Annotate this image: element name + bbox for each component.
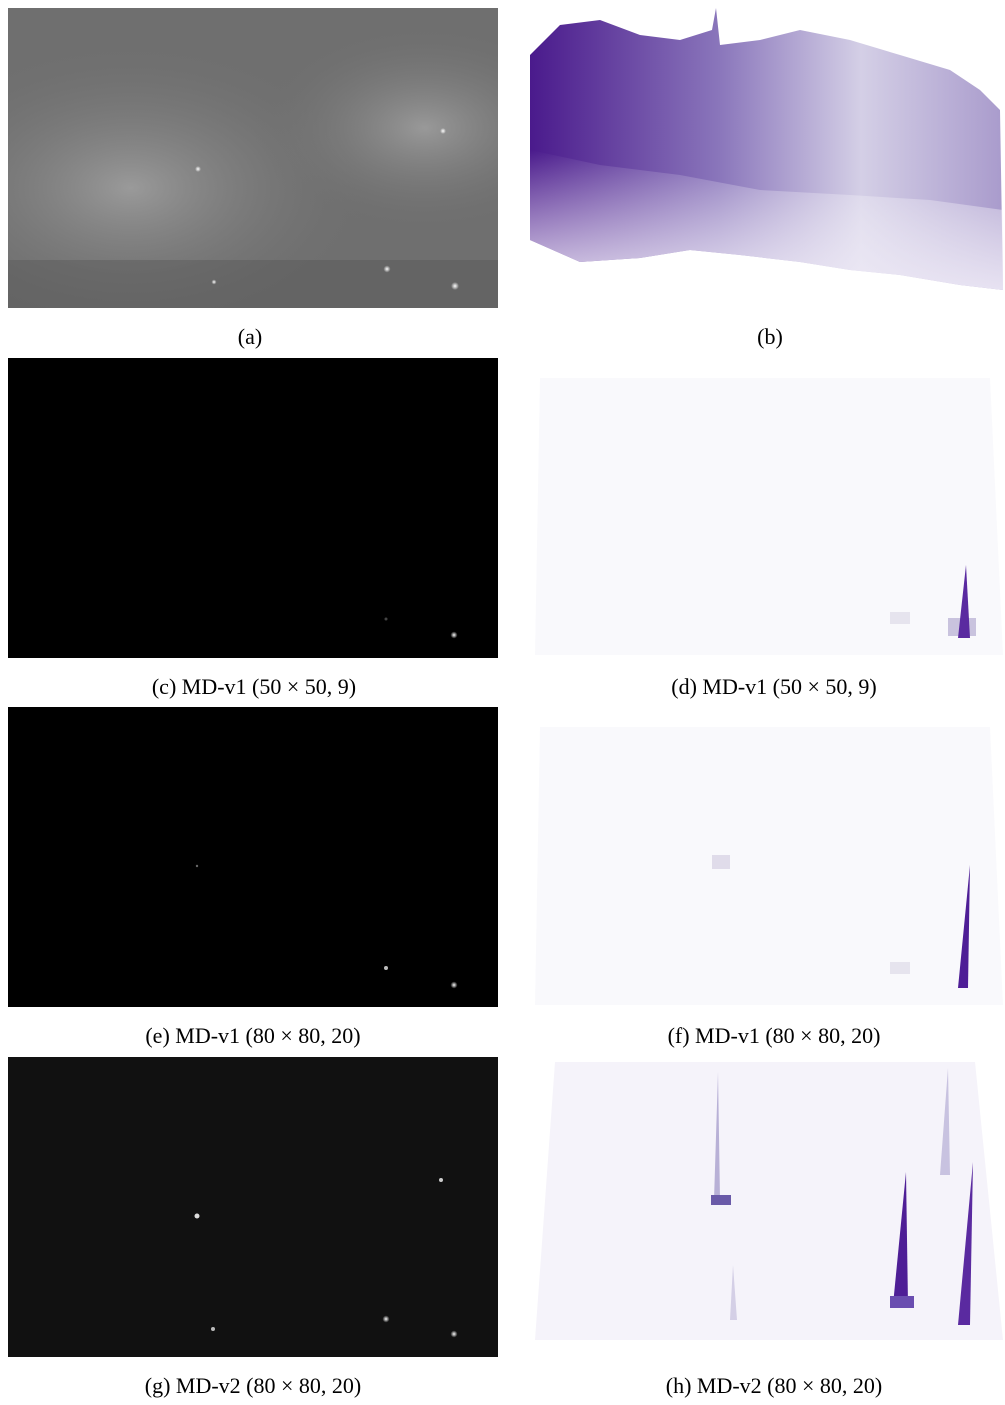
target <box>195 1214 200 1219</box>
plane <box>535 1062 1003 1340</box>
panel-g <box>8 1057 498 1357</box>
target <box>211 1327 215 1331</box>
plane <box>535 727 1003 1005</box>
panel-b <box>530 8 1003 290</box>
target <box>451 632 458 639</box>
caption: (c) MD-v1 (50 × 50, 9) <box>152 674 356 699</box>
panel-e <box>8 707 498 1007</box>
image <box>8 1057 498 1357</box>
image <box>8 358 498 658</box>
peak <box>890 1296 914 1308</box>
target <box>195 166 201 172</box>
peak <box>712 855 730 869</box>
target <box>451 282 459 290</box>
caption: (g) MD-v2 (80 × 80, 20) <box>145 1373 362 1398</box>
page: (a) (b) (c) MD-v1 (50 × 50, 9) (d) MD-v1… <box>0 0 1005 1405</box>
caption: (d) MD-v1 (50 × 50, 9) <box>671 674 877 699</box>
panel-f <box>535 727 1003 1005</box>
panel-a <box>8 8 498 308</box>
plane <box>535 378 1003 655</box>
image <box>8 707 498 1007</box>
caption: (h) MD-v2 (80 × 80, 20) <box>666 1373 883 1398</box>
target <box>196 865 198 867</box>
target <box>451 982 458 989</box>
target <box>384 966 388 970</box>
panel-d <box>535 378 1003 655</box>
panel-c <box>8 358 498 658</box>
shade <box>8 260 498 308</box>
figure: (a) (b) (c) MD-v1 (50 × 50, 9) (d) MD-v1… <box>0 0 1005 1405</box>
target <box>384 266 391 273</box>
peak <box>890 612 910 624</box>
peak <box>890 962 910 974</box>
target <box>440 128 446 134</box>
target <box>451 1331 458 1338</box>
caption: (f) MD-v1 (80 × 80, 20) <box>668 1023 881 1048</box>
caption: (a) <box>238 324 262 349</box>
target <box>439 1178 443 1182</box>
caption: (e) MD-v1 (80 × 80, 20) <box>145 1023 360 1048</box>
caption: (b) <box>757 324 783 349</box>
target <box>212 280 217 285</box>
target <box>383 1316 390 1323</box>
panel-h <box>535 1062 1003 1340</box>
peak <box>711 1195 731 1205</box>
target <box>385 618 388 621</box>
